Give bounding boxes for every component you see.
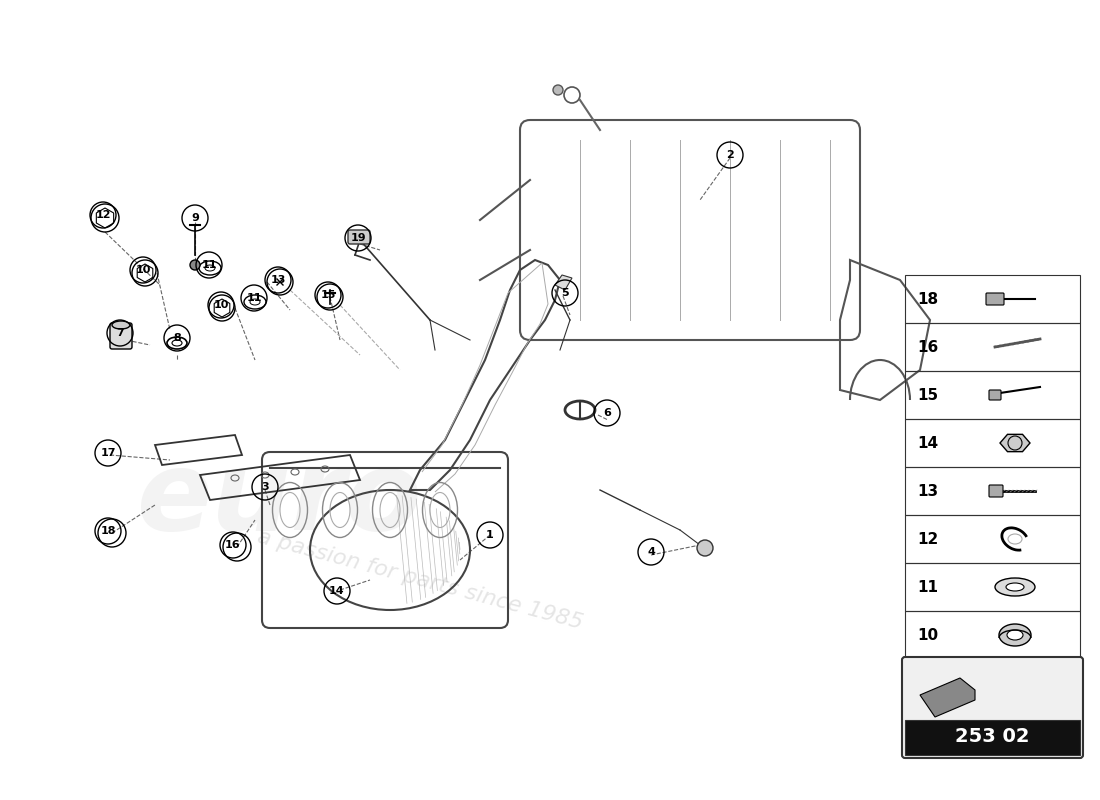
Text: 10: 10: [135, 265, 151, 275]
Bar: [905, 720, 1080, 755]
Text: 16: 16: [226, 540, 241, 550]
Polygon shape: [556, 275, 572, 290]
Text: euro: euro: [138, 446, 422, 554]
Text: 253 02: 253 02: [955, 727, 1030, 746]
Text: 10: 10: [213, 300, 229, 310]
Text: 19: 19: [350, 233, 366, 243]
Text: 7: 7: [117, 328, 124, 338]
Text: 11: 11: [917, 579, 938, 594]
Circle shape: [553, 85, 563, 95]
Text: a passion for parts since 1985: a passion for parts since 1985: [255, 527, 585, 633]
Ellipse shape: [1006, 630, 1023, 640]
Text: 12: 12: [96, 210, 111, 220]
Text: 10: 10: [917, 627, 938, 642]
Text: 16: 16: [917, 339, 938, 354]
Bar: [905, 371, 1080, 419]
Text: 15: 15: [320, 290, 336, 300]
Text: 14: 14: [917, 435, 938, 450]
Text: 17: 17: [100, 448, 116, 458]
Bar: [905, 611, 1080, 659]
FancyBboxPatch shape: [989, 485, 1003, 497]
Text: 4: 4: [647, 547, 654, 557]
Text: 18: 18: [100, 526, 116, 536]
Polygon shape: [920, 678, 975, 717]
Ellipse shape: [999, 624, 1031, 646]
Text: 3: 3: [261, 482, 268, 492]
Bar: [905, 275, 1080, 323]
Polygon shape: [1000, 434, 1030, 452]
Text: 13: 13: [917, 483, 938, 498]
Bar: [905, 323, 1080, 371]
Text: 13: 13: [271, 275, 286, 285]
Circle shape: [697, 540, 713, 556]
Ellipse shape: [112, 321, 130, 329]
Text: 9: 9: [191, 213, 199, 223]
Bar: [905, 419, 1080, 467]
FancyBboxPatch shape: [110, 323, 132, 349]
Bar: [905, 467, 1080, 515]
Text: 14: 14: [329, 586, 344, 596]
FancyBboxPatch shape: [902, 657, 1084, 758]
Text: 8: 8: [173, 333, 180, 343]
Text: 12: 12: [917, 531, 938, 546]
Text: 11: 11: [201, 260, 217, 270]
Text: 6: 6: [603, 408, 611, 418]
Text: 11: 11: [246, 293, 262, 303]
Text: 15: 15: [917, 387, 938, 402]
Text: 1: 1: [486, 530, 494, 540]
Bar: [905, 563, 1080, 611]
FancyBboxPatch shape: [989, 390, 1001, 400]
Circle shape: [190, 260, 200, 270]
Ellipse shape: [996, 578, 1035, 596]
Text: 18: 18: [917, 291, 938, 306]
Bar: [905, 515, 1080, 563]
Text: 2: 2: [726, 150, 734, 160]
FancyBboxPatch shape: [986, 293, 1004, 305]
Text: 5: 5: [561, 288, 569, 298]
Ellipse shape: [1006, 583, 1024, 591]
FancyBboxPatch shape: [348, 230, 370, 244]
